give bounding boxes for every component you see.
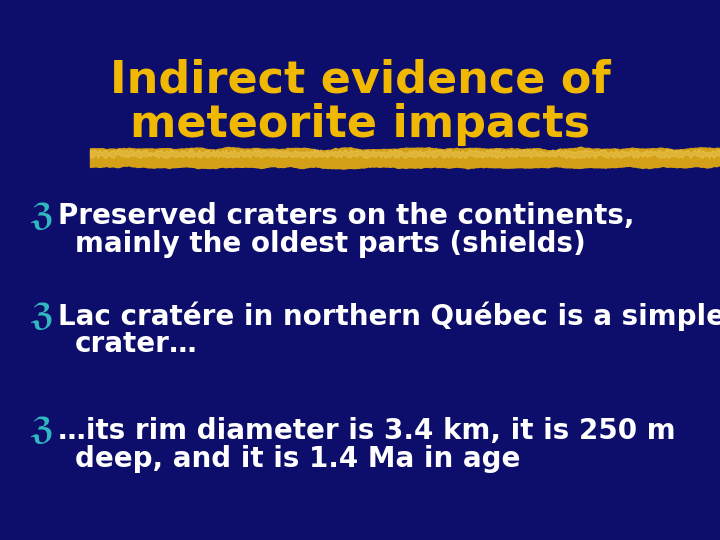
- Text: …its rim diameter is 3.4 km, it is 250 m: …its rim diameter is 3.4 km, it is 250 m: [58, 417, 675, 445]
- Text: Preserved craters on the continents,: Preserved craters on the continents,: [58, 202, 634, 230]
- Text: Lac cratére in northern Québec is a simple: Lac cratére in northern Québec is a simp…: [58, 301, 720, 330]
- Text: meteorite impacts: meteorite impacts: [130, 104, 590, 146]
- Text: ℨ: ℨ: [30, 201, 53, 231]
- Text: ℨ: ℨ: [30, 416, 53, 446]
- Text: mainly the oldest parts (shields): mainly the oldest parts (shields): [75, 230, 586, 258]
- Text: deep, and it is 1.4 Ma in age: deep, and it is 1.4 Ma in age: [75, 445, 521, 473]
- Text: Indirect evidence of: Indirect evidence of: [109, 58, 611, 102]
- Text: ℨ: ℨ: [30, 301, 53, 330]
- Text: crater…: crater…: [75, 330, 198, 358]
